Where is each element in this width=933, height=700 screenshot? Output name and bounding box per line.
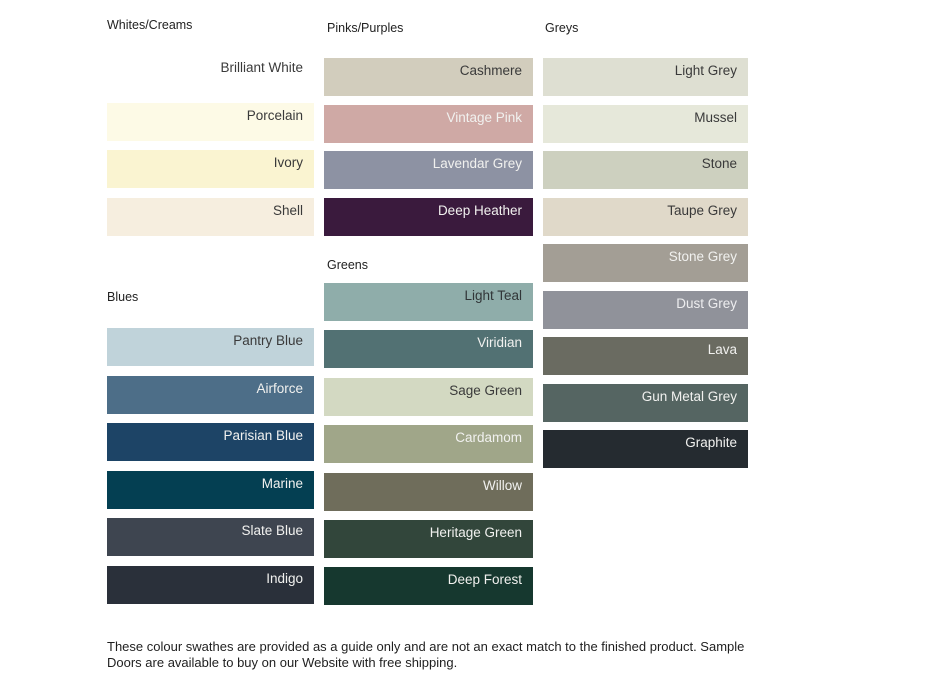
swatch-deep-forest: Deep Forest: [324, 567, 533, 606]
swatch-shell: Shell: [107, 197, 314, 236]
swatch-indigo: Indigo: [107, 565, 314, 604]
swatch-heritage-green: Heritage Green: [324, 519, 533, 558]
swatch-taupe-grey: Taupe Grey: [543, 197, 748, 236]
swatch-willow: Willow: [324, 472, 533, 511]
swatch-parisian-blue: Parisian Blue: [107, 423, 314, 462]
swatch-light-grey: Light Grey: [543, 58, 748, 96]
swatch-label: Pantry Blue: [233, 333, 303, 348]
swatch-label: Viridian: [477, 335, 522, 351]
swatch-label: Cardamom: [455, 430, 522, 446]
swatch-label: Light Teal: [464, 288, 522, 303]
swatch-label: Parisian Blue: [223, 428, 303, 444]
section-greys: Light Grey Mussel Stone Taupe Grey Stone…: [543, 58, 748, 477]
swatch-dust-grey: Dust Grey: [543, 290, 748, 329]
section-whites-creams: Brilliant White Porcelain Ivory Shell: [107, 55, 314, 245]
section-greens: Light Teal Viridian Sage Green Cardamom …: [324, 283, 533, 615]
swatch-label: Slate Blue: [241, 523, 303, 539]
swatch-label: Lava: [707, 342, 737, 357]
swatch-label: Heritage Green: [429, 524, 522, 540]
swatch-graphite: Graphite: [543, 430, 748, 468]
swatch-label: Mussel: [694, 109, 737, 125]
swatch-label: Taupe Grey: [667, 202, 737, 218]
swatch-cashmere: Cashmere: [324, 58, 533, 96]
swatch-label: Deep Heather: [437, 202, 522, 218]
swatch-lava: Lava: [543, 337, 748, 375]
section-blues: Pantry Blue Airforce Parisian Blue Marin…: [107, 328, 314, 614]
swatch-viridian: Viridian: [324, 330, 533, 369]
footer-note-line-1: These colour swathes are provided as a g…: [107, 639, 745, 654]
swatch-light-teal: Light Teal: [324, 283, 533, 321]
footer-note-line-2: Doors are available to buy on our Websit…: [107, 654, 458, 670]
footer-note: These colour swathes are provided as a g…: [107, 639, 767, 670]
swatch-pantry-blue: Pantry Blue: [107, 328, 314, 366]
swatch-label: Lavendar Grey: [432, 156, 522, 171]
swatch-label: Graphite: [685, 435, 737, 450]
swatch-lavendar-grey: Lavendar Grey: [324, 151, 533, 189]
swatch-porcelain: Porcelain: [107, 102, 314, 141]
swatch-label: Gun Metal Grey: [641, 388, 737, 404]
swatch-label: Marine: [261, 475, 303, 491]
swatch-brilliant-white: Brilliant White: [107, 55, 314, 93]
swatch-label: Shell: [272, 202, 303, 218]
section-heading-blues: Blues: [107, 290, 139, 304]
swatch-mussel: Mussel: [543, 104, 748, 143]
swatch-label: Stone Grey: [668, 249, 737, 264]
swatch-deep-heather: Deep Heather: [324, 197, 533, 236]
swatch-stone-grey: Stone Grey: [543, 244, 748, 282]
swatch-label: Willow: [483, 477, 522, 493]
swatch-label: Sage Green: [449, 382, 522, 398]
swatch-label: Indigo: [266, 570, 303, 586]
section-heading-whites-creams: Whites/Creams: [107, 18, 193, 32]
swatch-label: Porcelain: [246, 107, 303, 123]
swatch-label: Airforce: [256, 380, 303, 396]
swatch-label: Light Grey: [674, 63, 737, 78]
swatch-label: Dust Grey: [676, 295, 737, 311]
section-heading-greens: Greens: [327, 258, 368, 272]
swatch-sage-green: Sage Green: [324, 377, 533, 416]
swatch-cardamom: Cardamom: [324, 425, 533, 464]
section-pinks-purples: Cashmere Vintage Pink Lavendar Grey Deep…: [324, 58, 533, 244]
swatch-label: Cashmere: [459, 63, 522, 78]
swatch-ivory: Ivory: [107, 150, 314, 188]
swatch-stone: Stone: [543, 151, 748, 189]
swatch-slate-blue: Slate Blue: [107, 518, 314, 557]
swatch-label: Deep Forest: [447, 572, 522, 588]
section-heading-greys: Greys: [545, 21, 579, 35]
swatch-airforce: Airforce: [107, 375, 314, 414]
swatch-vintage-pink: Vintage Pink: [324, 104, 533, 143]
section-heading-pinks-purples: Pinks/Purples: [327, 21, 404, 35]
swatch-gun-metal-grey: Gun Metal Grey: [543, 383, 748, 422]
swatch-label: Stone: [701, 156, 737, 171]
swatch-marine: Marine: [107, 470, 314, 509]
swatch-label: Ivory: [273, 155, 303, 170]
swatch-label: Brilliant White: [220, 60, 303, 75]
swatch-label: Vintage Pink: [446, 109, 522, 125]
